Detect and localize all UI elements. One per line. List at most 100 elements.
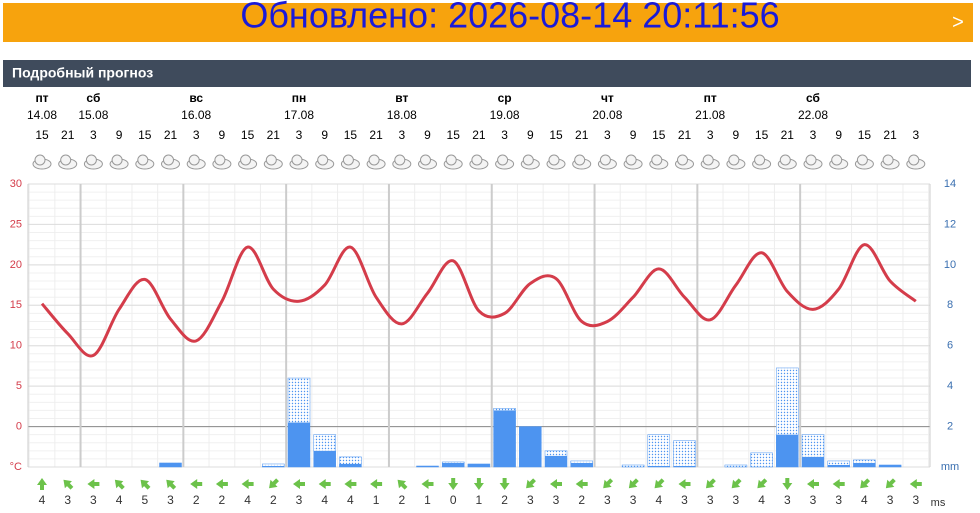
precip-bar <box>339 463 362 467</box>
banner-arrow[interactable]: > <box>952 11 964 33</box>
hour-label: 15 <box>549 128 563 142</box>
precip-bar <box>313 450 336 467</box>
cloud <box>368 154 380 166</box>
cloud <box>702 154 714 166</box>
wind-speed: 2 <box>578 493 585 507</box>
update-text: Обновлено: 2026-08-14 20:11:56 <box>240 0 779 36</box>
hour-label: 9 <box>630 128 637 142</box>
hour-label: 15 <box>138 128 152 142</box>
day-date: 16.08 <box>181 108 211 122</box>
weather-icon <box>700 154 720 170</box>
wind-arrow <box>807 479 819 489</box>
precip-max-bar <box>621 464 645 468</box>
cloud <box>342 154 354 166</box>
wind-arrow <box>473 478 484 490</box>
weather-icon <box>495 154 515 170</box>
day-date: 19.08 <box>490 108 520 122</box>
hour-label: 15 <box>447 128 461 142</box>
weather-icon <box>340 154 360 170</box>
wind-speed: 1 <box>476 493 483 507</box>
cloud <box>471 154 483 166</box>
wind-speed: 3 <box>167 493 174 507</box>
wind-arrow <box>705 478 716 489</box>
day-name: сб <box>806 91 820 105</box>
cloud <box>34 154 46 166</box>
hour-label: 9 <box>733 128 740 142</box>
precip-bar <box>673 465 696 467</box>
hour-label: 21 <box>164 128 178 142</box>
precip-bar <box>262 465 285 467</box>
wind-speed: 4 <box>861 493 868 507</box>
cloud <box>163 154 174 166</box>
wind-arrow <box>63 479 74 490</box>
weather-icon <box>58 154 78 170</box>
wind-arrow <box>575 479 588 489</box>
day-date: 21.08 <box>695 108 725 122</box>
banner[interactable] <box>3 3 973 42</box>
hour-label: 3 <box>912 128 919 142</box>
wind-arrow <box>114 479 125 490</box>
y2-tick-label: 10 <box>944 259 956 271</box>
y-tick-label: 0 <box>16 420 22 432</box>
y-tick-label: 5 <box>16 380 22 392</box>
weather-icon <box>675 154 694 170</box>
wind-speed: 4 <box>321 493 328 507</box>
wind-speed: 3 <box>527 493 534 507</box>
precip-bar <box>802 456 824 467</box>
cloud <box>599 154 611 166</box>
wind-speed: 3 <box>604 493 611 507</box>
hour-label: 9 <box>424 128 431 142</box>
precip-max-bar <box>724 464 748 468</box>
weather-icon <box>418 154 437 170</box>
weather-icon <box>597 154 617 170</box>
hour-label: 21 <box>267 128 281 142</box>
precip-bar <box>519 426 542 467</box>
wind-speed: 3 <box>553 493 560 507</box>
wind-arrow <box>190 479 203 489</box>
precip-bar <box>493 410 516 467</box>
wind-arrow <box>166 479 177 490</box>
wind-arrow <box>215 479 228 489</box>
weather-icon <box>238 154 258 170</box>
weather-icon <box>803 154 823 170</box>
y-tick-label: 10 <box>10 340 22 352</box>
hour-label: 3 <box>90 128 97 142</box>
weather-icon <box>315 154 335 170</box>
day-date: 15.08 <box>78 108 108 122</box>
hour-label: 15 <box>755 128 769 142</box>
wind-speed: 3 <box>835 493 842 507</box>
cloud <box>317 154 329 166</box>
precip-bar <box>853 462 876 467</box>
weather-icon <box>623 154 643 170</box>
weather-icon <box>520 154 540 170</box>
cloud <box>831 154 843 166</box>
cloud <box>677 154 688 166</box>
hour-label: 15 <box>652 128 666 142</box>
wind-speed: 3 <box>90 493 97 507</box>
wind-arrow <box>241 479 254 489</box>
weather-icon <box>161 154 180 170</box>
weather-icon <box>906 154 926 170</box>
day-name: пн <box>292 91 307 105</box>
wind-speed: 4 <box>244 493 251 507</box>
day-date: 14.08 <box>27 108 57 122</box>
hour-label: 9 <box>527 128 534 142</box>
wind-arrow <box>293 479 305 489</box>
weather-icon <box>392 154 412 170</box>
wind-speed: 3 <box>733 493 740 507</box>
wind-speed: 3 <box>784 493 791 507</box>
weather-icon <box>289 154 309 170</box>
hour-label: 9 <box>321 128 328 142</box>
y2-tick-label: 8 <box>947 299 953 311</box>
wind-speed: 5 <box>141 493 148 507</box>
hour-label: 9 <box>116 128 123 142</box>
cloud <box>265 154 277 166</box>
y-tick-label: 25 <box>10 218 22 230</box>
hour-label: 3 <box>296 128 303 142</box>
wind-speed: 4 <box>116 493 123 507</box>
day-date: 18.08 <box>387 108 417 122</box>
day-name: сб <box>86 91 100 105</box>
y-tick-label: 15 <box>10 299 22 311</box>
y2-tick-label: 14 <box>944 178 956 190</box>
